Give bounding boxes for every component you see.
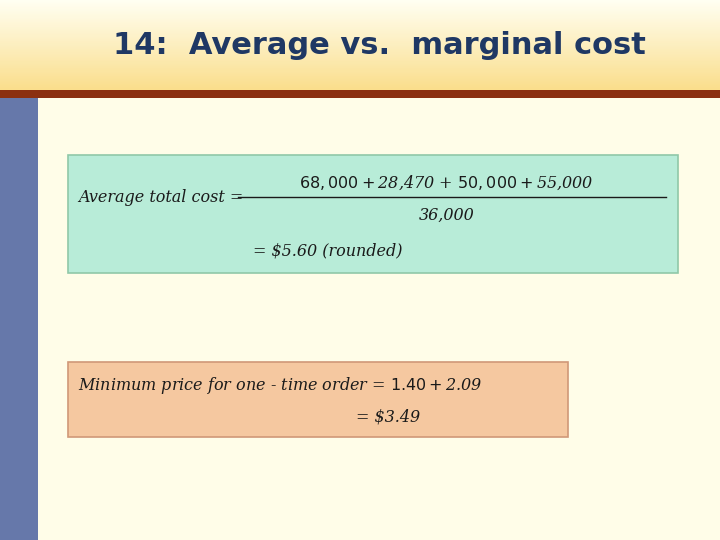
Bar bbox=[0, 4, 720, 5]
Bar bbox=[0, 83, 720, 84]
Bar bbox=[0, 36, 720, 37]
Bar bbox=[0, 89, 720, 90]
Bar bbox=[0, 25, 720, 27]
Bar bbox=[0, 70, 720, 72]
Bar bbox=[0, 68, 720, 70]
Bar bbox=[0, 2, 720, 3]
Bar bbox=[0, 24, 720, 26]
Bar bbox=[0, 47, 720, 49]
Bar bbox=[0, 86, 720, 87]
Bar bbox=[0, 98, 38, 540]
Text: 14:  Average vs.  marginal cost: 14: Average vs. marginal cost bbox=[112, 30, 645, 59]
Bar bbox=[0, 30, 720, 31]
Bar bbox=[0, 62, 720, 63]
Bar bbox=[0, 53, 720, 55]
Text: Average total cost =: Average total cost = bbox=[78, 188, 248, 206]
Bar bbox=[0, 48, 720, 50]
Bar bbox=[0, 33, 720, 35]
Bar bbox=[0, 65, 720, 66]
Bar bbox=[0, 84, 720, 85]
Bar bbox=[0, 74, 720, 76]
Bar bbox=[0, 72, 720, 74]
Bar bbox=[0, 16, 720, 18]
Bar bbox=[0, 67, 720, 69]
Bar bbox=[0, 5, 720, 6]
Bar bbox=[0, 77, 720, 79]
Bar bbox=[0, 35, 720, 36]
Bar bbox=[0, 37, 720, 38]
Bar bbox=[0, 38, 720, 39]
Text: 36,000: 36,000 bbox=[418, 206, 474, 224]
Bar bbox=[0, 52, 720, 54]
Bar bbox=[0, 22, 720, 24]
Bar bbox=[0, 12, 720, 14]
Bar bbox=[0, 20, 720, 22]
Bar bbox=[68, 362, 568, 437]
Bar bbox=[0, 31, 720, 32]
Bar bbox=[0, 32, 720, 33]
Bar bbox=[0, 85, 720, 86]
Bar bbox=[0, 18, 720, 20]
Bar bbox=[0, 82, 720, 83]
Bar bbox=[0, 64, 720, 65]
Bar bbox=[0, 0, 720, 1]
Bar bbox=[0, 60, 720, 62]
Bar bbox=[0, 43, 720, 45]
Bar bbox=[0, 66, 720, 68]
Bar bbox=[0, 23, 720, 25]
Bar bbox=[0, 87, 720, 89]
Bar bbox=[0, 29, 720, 30]
Bar bbox=[0, 69, 720, 71]
Bar bbox=[0, 50, 720, 52]
Bar bbox=[0, 14, 720, 16]
Bar bbox=[0, 9, 720, 10]
Bar bbox=[0, 3, 720, 4]
Bar bbox=[0, 71, 720, 73]
Bar bbox=[0, 39, 720, 40]
Bar bbox=[0, 76, 720, 78]
Bar bbox=[0, 79, 720, 81]
Bar bbox=[0, 55, 720, 56]
Text: $68,000 + $28,470 + $50,000 + $55,000: $68,000 + $28,470 + $50,000 + $55,000 bbox=[299, 174, 593, 192]
Text: = $5.60 (rounded): = $5.60 (rounded) bbox=[253, 242, 402, 260]
Bar bbox=[0, 8, 720, 9]
Bar bbox=[0, 11, 720, 12]
Bar bbox=[0, 75, 720, 77]
Bar bbox=[0, 78, 720, 80]
Bar bbox=[0, 10, 720, 11]
Bar bbox=[68, 155, 678, 273]
Bar bbox=[0, 63, 720, 64]
Bar bbox=[0, 26, 720, 28]
Bar bbox=[0, 17, 720, 19]
Bar bbox=[0, 42, 720, 44]
Bar bbox=[0, 41, 720, 43]
Bar bbox=[0, 21, 720, 23]
Bar bbox=[0, 58, 720, 59]
Bar bbox=[0, 40, 720, 42]
Bar bbox=[0, 56, 720, 57]
Bar bbox=[0, 57, 720, 58]
Bar bbox=[0, 49, 720, 51]
Bar bbox=[0, 44, 720, 46]
Bar bbox=[0, 45, 720, 47]
Bar bbox=[0, 80, 720, 82]
Bar bbox=[0, 13, 720, 15]
Bar bbox=[0, 51, 720, 53]
Bar bbox=[0, 90, 720, 98]
Bar bbox=[0, 6, 720, 8]
Bar bbox=[0, 15, 720, 17]
Bar bbox=[0, 59, 720, 60]
Text: = $3.49: = $3.49 bbox=[356, 408, 420, 426]
Bar bbox=[0, 28, 720, 29]
Bar bbox=[0, 1, 720, 2]
Text: Minimum price for one - time order = $1.40 + $2.09: Minimum price for one - time order = $1.… bbox=[78, 375, 482, 396]
